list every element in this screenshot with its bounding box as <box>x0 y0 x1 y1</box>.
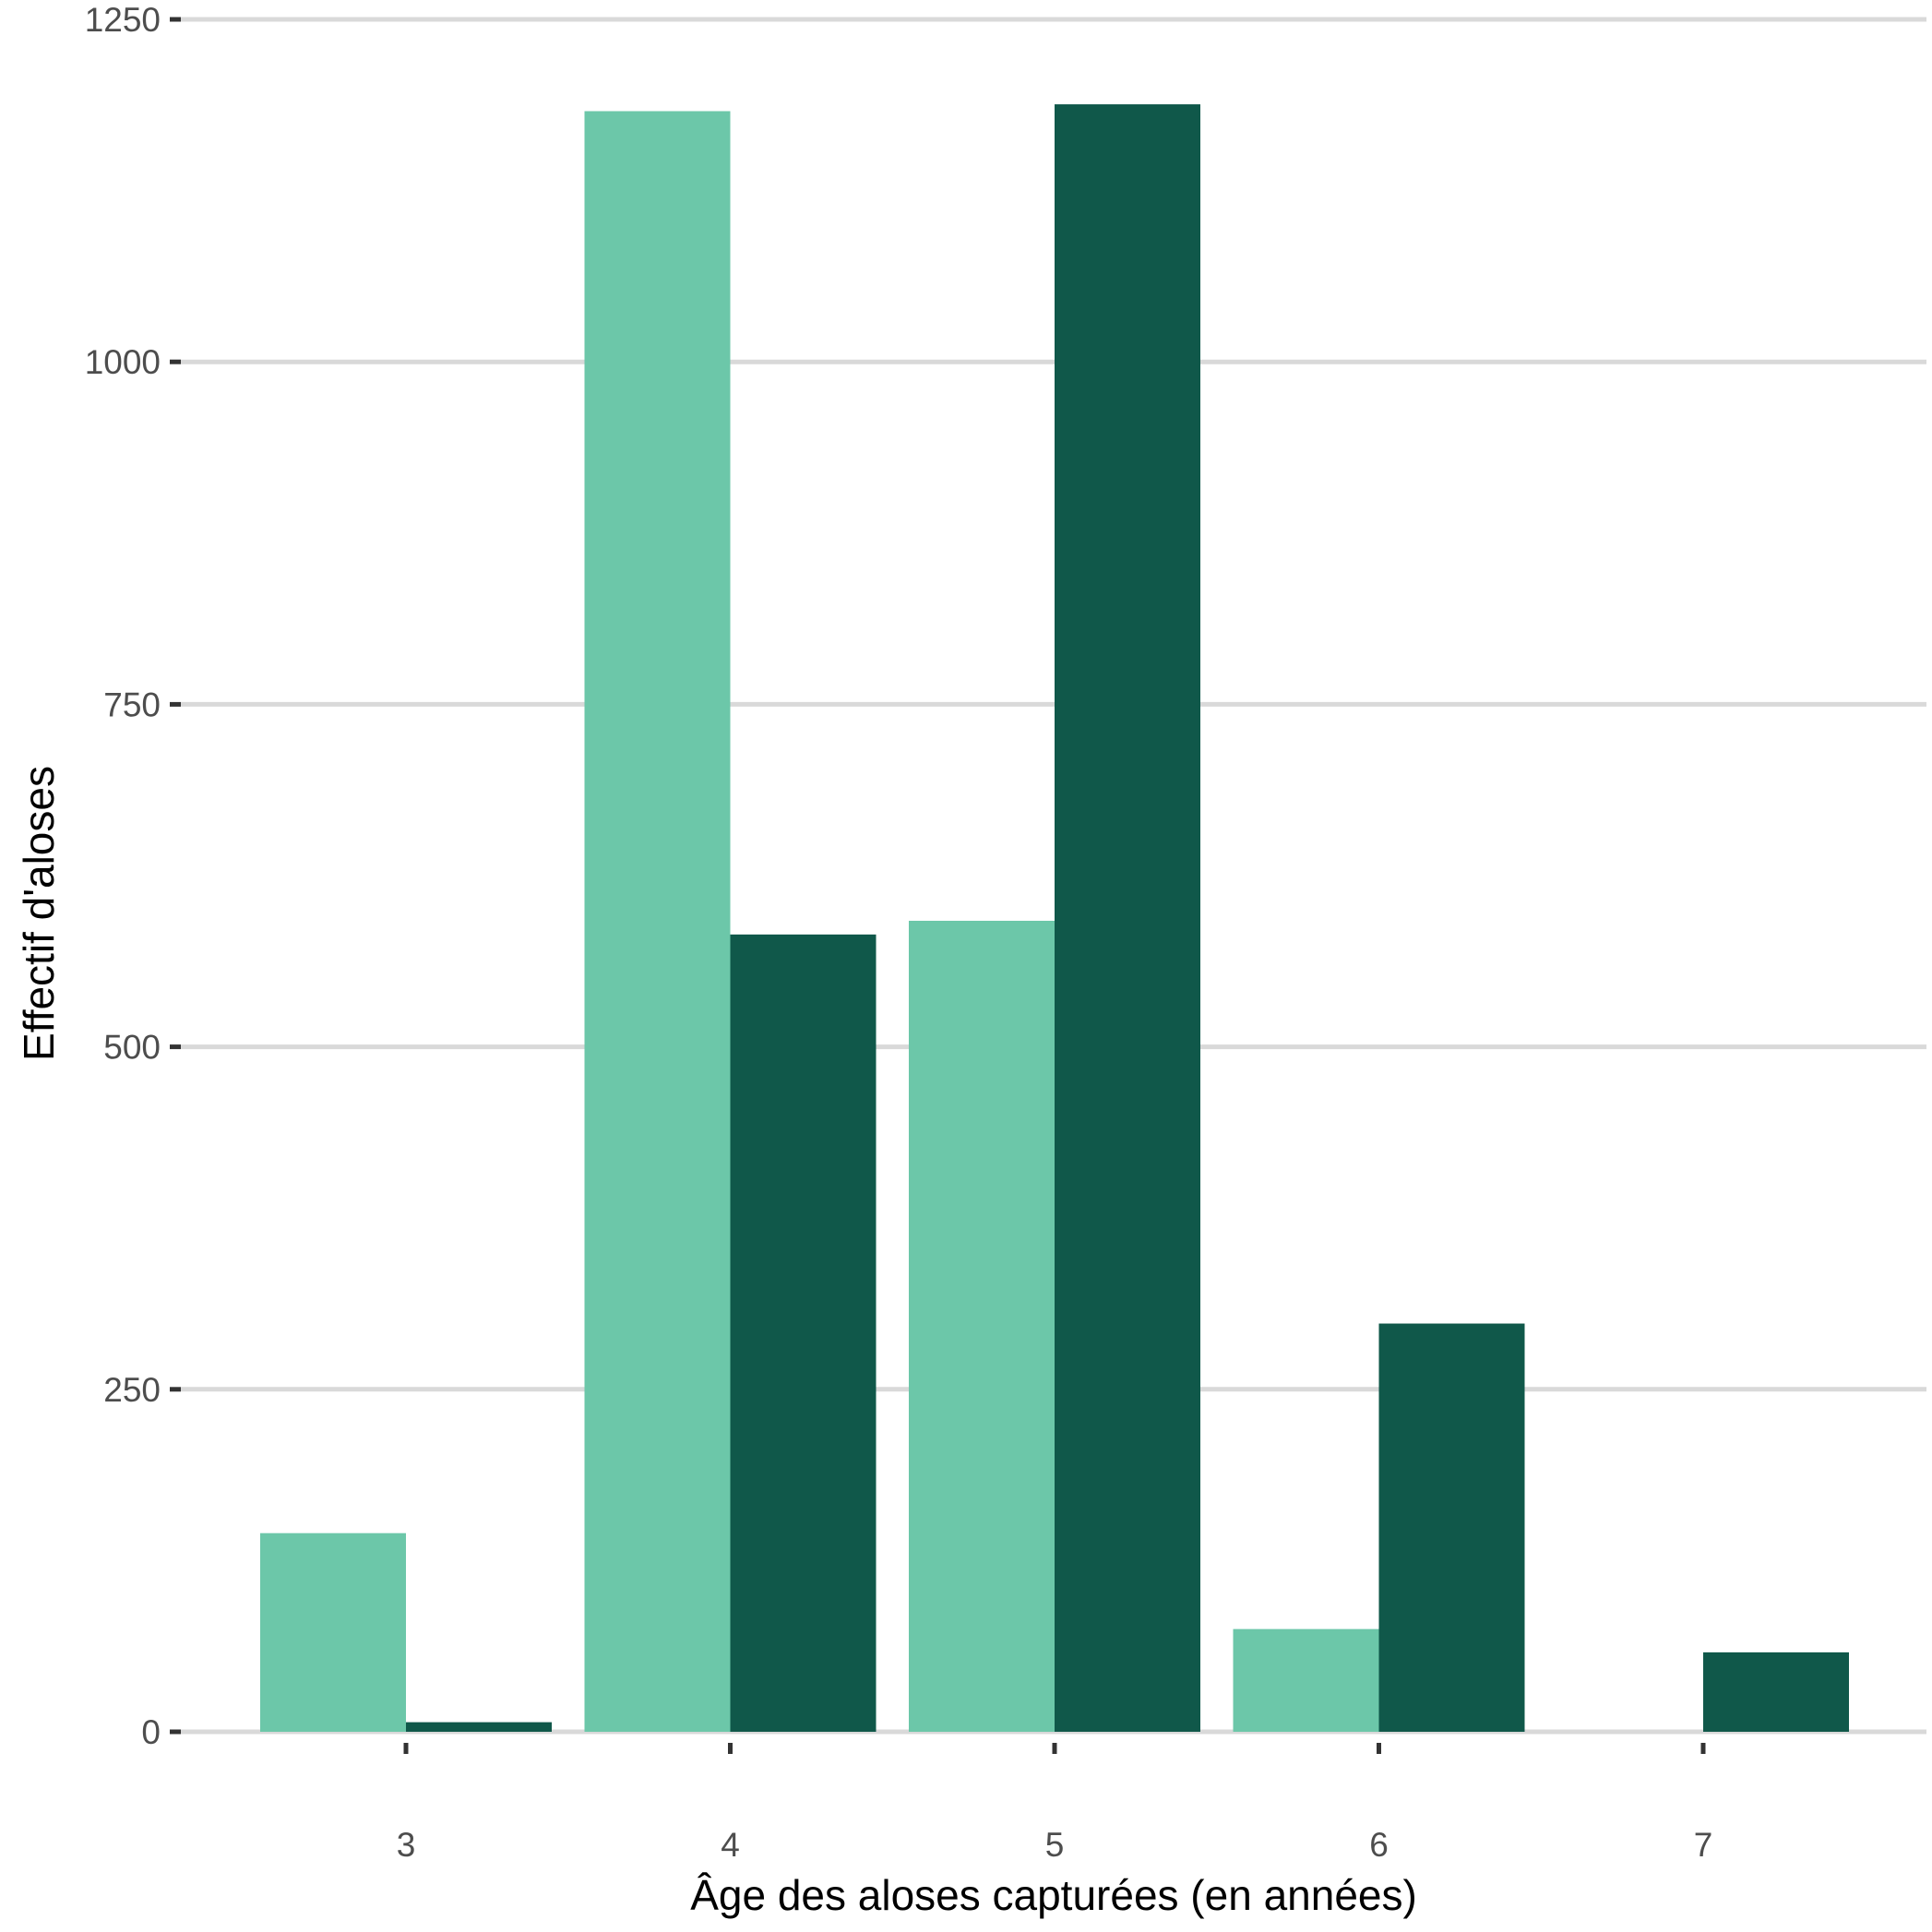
bar-5-series-2 <box>1055 104 1200 1732</box>
bars <box>260 104 1849 1733</box>
bar-7-series-2 <box>1703 1652 1849 1732</box>
x-tick-label: 4 <box>721 1826 740 1864</box>
x-axis: 3 4 5 6 7 <box>397 1743 1713 1864</box>
y-axis-title: Effectif d'aloses <box>15 766 63 1061</box>
y-axis: 0 250 500 750 1000 1250 <box>85 1 181 1751</box>
bar-3-series-2 <box>406 1722 552 1732</box>
bar-4-series-2 <box>730 934 877 1732</box>
y-tick-label: 250 <box>103 1371 161 1409</box>
x-axis-title: Âge des aloses capturées (en années) <box>690 1871 1417 1919</box>
x-tick-label: 6 <box>1369 1826 1389 1864</box>
y-tick-label: 500 <box>103 1029 161 1067</box>
bar-6-series-2 <box>1378 1323 1525 1732</box>
bar-5-series-1 <box>909 920 1055 1732</box>
bar-3-series-1 <box>260 1532 406 1732</box>
bar-4-series-1 <box>584 111 731 1733</box>
y-tick-label: 750 <box>103 686 161 723</box>
x-tick-label: 3 <box>397 1826 416 1864</box>
bar-6-series-1 <box>1233 1628 1379 1732</box>
x-tick-label: 7 <box>1694 1826 1713 1864</box>
y-tick-label: 0 <box>141 1713 161 1751</box>
y-tick-label: 1250 <box>85 1 161 39</box>
y-tick-label: 1000 <box>85 343 161 381</box>
x-tick-label: 5 <box>1045 1826 1065 1864</box>
